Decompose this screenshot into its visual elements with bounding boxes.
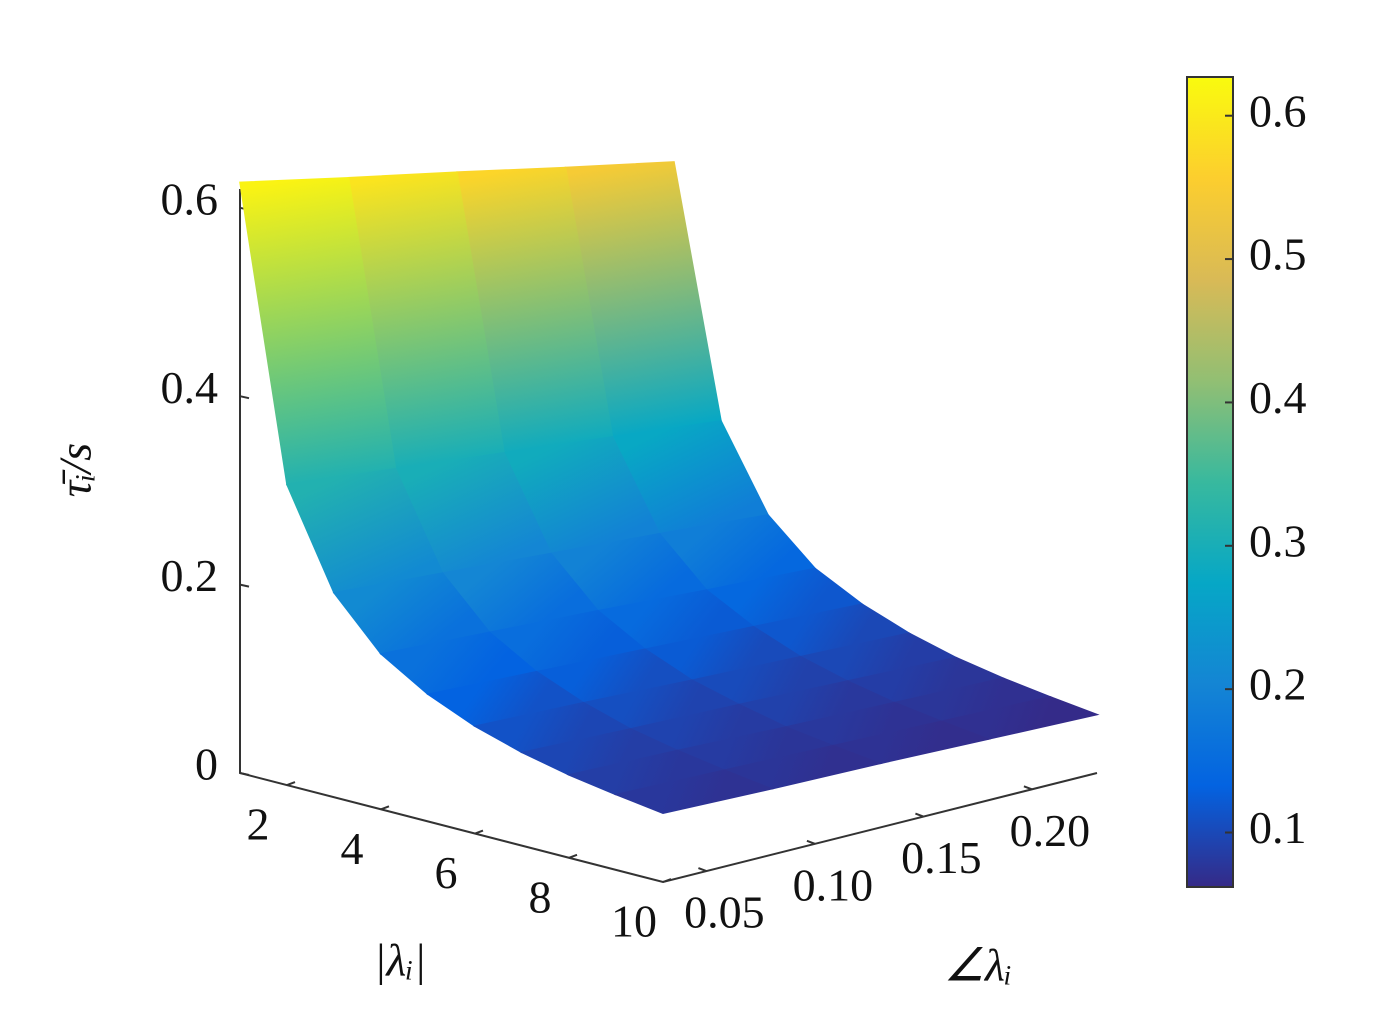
colorbar (1186, 76, 1234, 888)
x-tick (286, 781, 296, 787)
y-tick (1023, 785, 1033, 791)
y-tick-label: 0.05 (684, 887, 765, 938)
z-tick-label: 0.2 (161, 550, 219, 601)
z-tick-label: 0.6 (161, 173, 219, 224)
x-tick (568, 853, 578, 859)
y-tick (806, 839, 816, 845)
y-tick-label: 0.10 (793, 859, 874, 910)
x-tick (474, 829, 484, 835)
colorbar-tick-label: 0.4 (1249, 372, 1307, 423)
y-axis-label: ∠λᵢ (944, 940, 1012, 991)
colorbar-tick-label: 0.3 (1249, 515, 1307, 566)
x-tick-label: 2 (247, 799, 270, 850)
axis-lines (239, 188, 1098, 884)
z-tick-label: 0 (195, 739, 218, 790)
colorbar-tick-label: 0.5 (1249, 229, 1307, 280)
x-tick-label: 10 (611, 896, 657, 947)
z-tick-label: 0.4 (161, 362, 219, 413)
y-tick (915, 812, 924, 818)
z-tick (239, 583, 250, 588)
colorbar-tick-label: 0.6 (1249, 85, 1307, 136)
x-tick-label: 4 (341, 823, 364, 874)
x-tick-label: 6 (435, 847, 458, 898)
x-axis-label: |λᵢ| (374, 935, 427, 986)
colorbar-tick-label: 0.2 (1249, 659, 1307, 710)
x-tick (662, 878, 672, 883)
x-tick (380, 805, 390, 811)
x-tick-label: 8 (529, 871, 552, 922)
z-axis-label: τ̄ᵢ/s (50, 443, 101, 497)
colorbar-tick-label: 0.1 (1249, 802, 1307, 853)
y-tick-label: 0.15 (901, 832, 982, 883)
surface-patch (613, 769, 775, 815)
z-tick (239, 395, 250, 400)
y-tick (698, 867, 707, 873)
z-tick (239, 772, 250, 776)
y-tick-label: 0.20 (1010, 805, 1091, 856)
